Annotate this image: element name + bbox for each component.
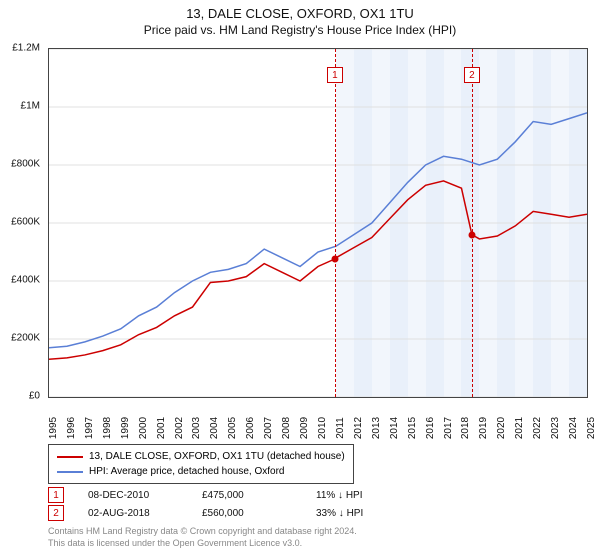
y-tick-label: £800K [11,159,40,170]
events-table: 1 08-DEC-2010 £475,000 11% ↓ HPI 2 02-AU… [48,486,406,522]
x-tick-label: 2024 [568,417,579,439]
marker-badge: 2 [464,67,480,83]
x-tick-label: 2014 [389,417,400,439]
x-tick-label: 2013 [371,417,382,439]
legend: 13, DALE CLOSE, OXFORD, OX1 1TU (detache… [48,444,354,484]
footer-line: This data is licensed under the Open Gov… [48,538,357,550]
title-block: 13, DALE CLOSE, OXFORD, OX1 1TU Price pa… [0,0,600,38]
event-marker-badge: 2 [48,505,64,521]
x-tick-label: 1999 [120,417,131,439]
x-tick-label: 2003 [191,417,202,439]
footer: Contains HM Land Registry data © Crown c… [48,526,357,549]
event-delta: 33% ↓ HPI [316,508,406,519]
x-tick-label: 2020 [496,417,507,439]
x-tick-label: 2016 [425,417,436,439]
chart-container: 13, DALE CLOSE, OXFORD, OX1 1TU Price pa… [0,0,600,560]
title-sub: Price paid vs. HM Land Registry's House … [0,23,600,39]
legend-label: 13, DALE CLOSE, OXFORD, OX1 1TU (detache… [89,449,345,464]
x-tick-label: 2012 [353,417,364,439]
marker-line [335,49,336,397]
y-tick-label: £400K [11,275,40,286]
y-tick-label: £1M [21,101,40,112]
event-date: 08-DEC-2010 [88,490,178,501]
x-axis-labels: 1995 1996 1997 1998 1999 2000 2001 2002 2003 2004… [48,400,588,440]
legend-item: HPI: Average price, detached house, Oxfo… [57,464,345,479]
event-row: 2 02-AUG-2018 £560,000 33% ↓ HPI [48,504,406,522]
x-tick-label: 2004 [209,417,220,439]
x-tick-label: 2008 [281,417,292,439]
event-price: £475,000 [202,490,292,501]
footer-line: Contains HM Land Registry data © Crown c… [48,526,357,538]
legend-swatch [57,471,83,473]
event-row: 1 08-DEC-2010 £475,000 11% ↓ HPI [48,486,406,504]
event-date: 02-AUG-2018 [88,508,178,519]
x-tick-label: 2009 [299,417,310,439]
marker-badge: 1 [327,67,343,83]
x-tick-label: 2007 [263,417,274,439]
marker-dot [468,231,475,238]
event-delta: 11% ↓ HPI [316,490,406,501]
x-tick-label: 2001 [156,417,167,439]
legend-label: HPI: Average price, detached house, Oxfo… [89,464,285,479]
y-tick-label: £1.2M [12,43,40,54]
x-tick-label: 2019 [478,417,489,439]
marker-dot [331,256,338,263]
chart-plot-area: 12 [48,48,588,398]
x-tick-label: 1997 [84,417,95,439]
legend-item: 13, DALE CLOSE, OXFORD, OX1 1TU (detache… [57,449,345,464]
x-tick-label: 2021 [514,417,525,439]
x-tick-label: 2017 [443,417,454,439]
x-tick-label: 2022 [532,417,543,439]
y-tick-label: £600K [11,217,40,228]
x-tick-label: 2015 [407,417,418,439]
marker-line [472,49,473,397]
x-tick-label: 2018 [460,417,471,439]
y-tick-label: £0 [29,391,40,402]
x-tick-label: 2005 [227,417,238,439]
x-tick-label: 2023 [550,417,561,439]
x-tick-label: 2000 [138,417,149,439]
y-tick-label: £200K [11,333,40,344]
x-tick-label: 2011 [335,417,346,439]
x-tick-label: 2006 [245,417,256,439]
series-line-price_paid [49,181,587,359]
x-tick-label: 1996 [66,417,77,439]
x-tick-label: 1995 [48,417,59,439]
y-axis-labels: £0£200K£400K£600K£800K£1M£1.2M [0,48,44,398]
chart-svg [49,49,587,397]
event-price: £560,000 [202,508,292,519]
x-tick-label: 2010 [317,417,328,439]
event-marker-badge: 1 [48,487,64,503]
title-main: 13, DALE CLOSE, OXFORD, OX1 1TU [0,6,600,23]
x-tick-label: 2025 [586,417,597,439]
legend-swatch [57,456,83,458]
x-tick-label: 2002 [174,417,185,439]
x-tick-label: 1998 [102,417,113,439]
